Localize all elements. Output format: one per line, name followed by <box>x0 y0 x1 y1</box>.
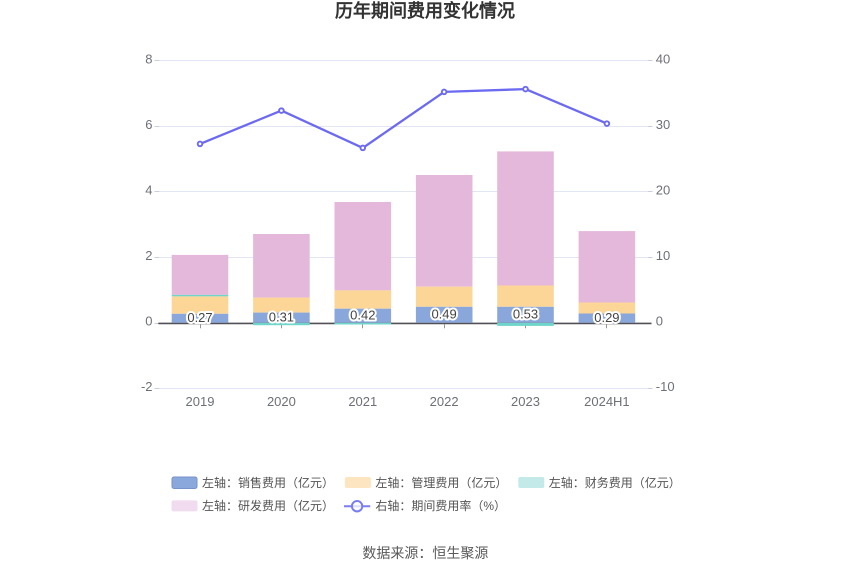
svg-text:左轴：财务费用（亿元）: 左轴：财务费用（亿元） <box>549 475 681 490</box>
svg-text:2024H1: 2024H1 <box>584 394 630 409</box>
svg-text:2020: 2020 <box>267 394 296 409</box>
svg-text:0.49: 0.49 <box>431 306 456 321</box>
svg-text:2021: 2021 <box>348 394 377 409</box>
svg-text:4: 4 <box>145 183 152 198</box>
svg-text:0.27: 0.27 <box>187 310 212 325</box>
svg-text:0.42: 0.42 <box>350 307 375 322</box>
svg-text:10: 10 <box>656 248 670 263</box>
svg-text:-2: -2 <box>141 379 153 394</box>
svg-text:2023: 2023 <box>511 394 540 409</box>
svg-text:0.29: 0.29 <box>594 310 619 325</box>
svg-text:6: 6 <box>145 117 152 132</box>
svg-text:0: 0 <box>145 314 152 329</box>
svg-text:2: 2 <box>145 248 152 263</box>
svg-text:2019: 2019 <box>186 394 215 409</box>
svg-text:0.31: 0.31 <box>269 309 294 324</box>
svg-text:左轴：研发费用（亿元）: 左轴：研发费用（亿元） <box>202 498 334 513</box>
svg-text:20: 20 <box>656 183 670 198</box>
svg-text:左轴：销售费用（亿元）: 左轴：销售费用（亿元） <box>202 475 334 490</box>
svg-text:8: 8 <box>145 52 152 67</box>
svg-text:30: 30 <box>656 117 670 132</box>
svg-text:左轴：管理费用（亿元）: 左轴：管理费用（亿元） <box>375 475 507 490</box>
svg-text:数据来源：恒生聚源: 数据来源：恒生聚源 <box>362 545 488 561</box>
svg-text:右轴：期间费用率（%）: 右轴：期间费用率（%） <box>375 498 506 513</box>
svg-text:历年期间费用变化情况: 历年期间费用变化情况 <box>335 0 515 21</box>
svg-text:0: 0 <box>656 314 663 329</box>
svg-text:0.53: 0.53 <box>513 306 538 321</box>
svg-text:-10: -10 <box>656 379 675 394</box>
svg-text:2022: 2022 <box>430 394 459 409</box>
svg-text:40: 40 <box>656 52 670 67</box>
